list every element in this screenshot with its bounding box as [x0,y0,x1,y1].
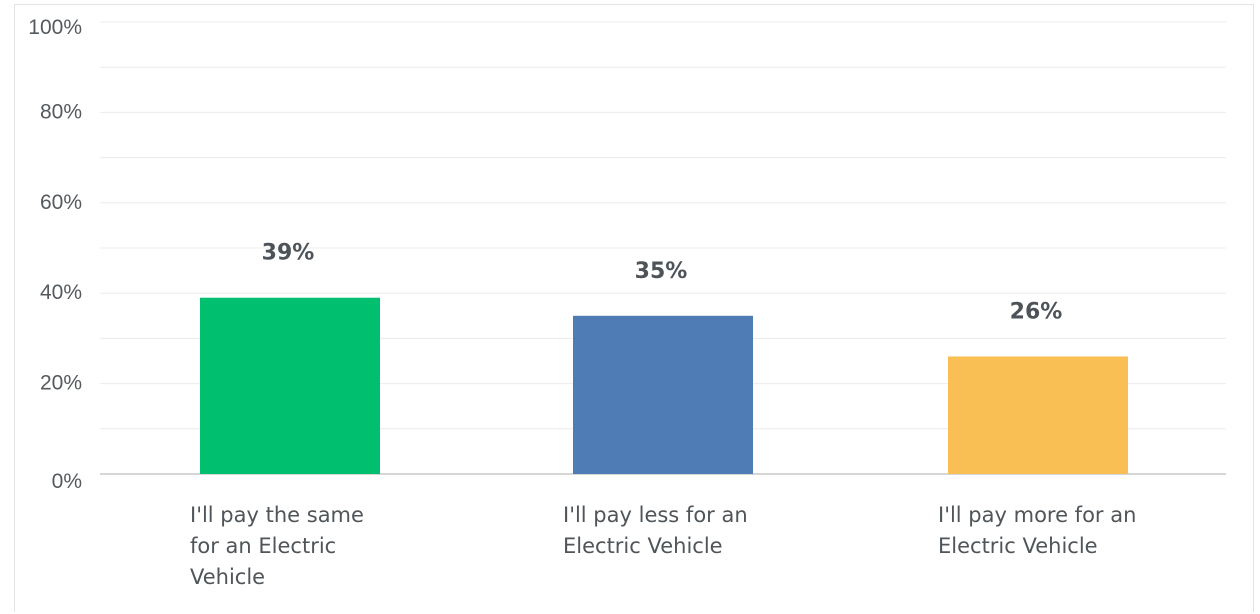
bars [200,297,1128,474]
value-label: 35% [635,259,688,284]
value-label: 39% [262,241,315,266]
y-axis-ticks: 0% 20% 40% 60% 80% 100% [28,16,82,493]
category-label-line: Electric Vehicle [938,534,1098,558]
y-tick-label: 0% [52,470,82,493]
category-label: I'll pay less for an Electric Vehicle [563,503,748,558]
category-label-line: Vehicle [190,565,265,589]
y-tick-label: 20% [40,372,82,395]
category-label-line: I'll pay less for an [563,503,748,527]
category-label: I'll pay more for an Electric Vehicle [938,503,1136,558]
bar [573,315,753,474]
bar [948,356,1128,474]
y-tick-label: 40% [40,281,82,304]
category-label: I'll pay the same for an Electric Vehicle [190,503,364,589]
value-labels: 39% 35% 26% [262,241,1063,325]
category-labels: I'll pay the same for an Electric VehicleI… [190,503,1136,589]
bar [200,297,380,474]
value-label: 26% [1010,299,1063,324]
category-label-line: I'll pay the same [190,503,364,527]
category-label-line: I'll pay more for an [938,503,1136,527]
category-label-line: for an Electric [190,534,336,558]
y-tick-label: 60% [40,191,82,214]
y-tick-label: 80% [40,100,82,123]
y-tick-label: 100% [28,16,82,39]
category-label-line: Electric Vehicle [563,534,723,558]
